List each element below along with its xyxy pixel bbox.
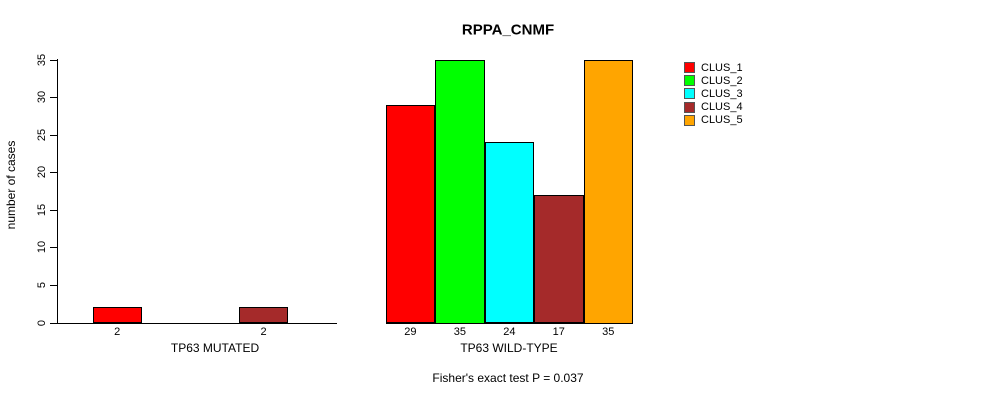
y-tick-label: 0: [36, 319, 48, 326]
bar-value-label: 29: [404, 326, 417, 338]
bar-clus_2: [435, 59, 485, 324]
legend-label-clus_2: CLUS_2: [701, 74, 743, 87]
bar-value-label: 24: [503, 326, 516, 338]
y-axis-tick: [50, 97, 57, 98]
y-tick-label: 20: [36, 166, 48, 179]
bar-value-label: 2: [260, 326, 267, 338]
y-tick-label: 5: [36, 281, 48, 288]
group-label-mutated: TP63 MUTATED: [170, 341, 260, 355]
y-axis-tick: [50, 135, 57, 136]
x-axis-baseline: [57, 323, 337, 324]
legend-swatch-clus_1: [684, 62, 695, 73]
bar-value-label: 35: [453, 326, 466, 338]
legend-swatch-clus_2: [684, 75, 695, 87]
chart-title: RPPA_CNMF: [461, 21, 555, 39]
y-axis-tick: [50, 285, 57, 286]
y-axis-tick: [50, 323, 57, 324]
legend-label-clus_5: CLUS_5: [701, 114, 743, 127]
y-tick-label: 30: [36, 90, 48, 104]
bar-clus_1: [385, 104, 436, 324]
y-axis-tick: [50, 172, 57, 173]
legend-swatch-clus_5: [684, 114, 695, 126]
bar-clus_3: [484, 142, 535, 324]
group-label-wildtype: TP63 WILD-TYPE: [460, 341, 558, 355]
y-axis-tick: [50, 60, 57, 61]
y-tick-label: 35: [36, 53, 48, 66]
legend-label-clus_4: CLUS_4: [701, 101, 743, 114]
legend-swatch-clus_3: [684, 88, 695, 100]
legend-label-clus_1: CLUS_1: [701, 61, 743, 74]
legend-swatch-clus_4: [684, 101, 695, 113]
fisher-test-annotation: Fisher's exact test P = 0.037: [432, 371, 584, 385]
y-axis-line: [57, 59, 58, 324]
y-tick-label: 15: [36, 203, 48, 216]
y-axis-tick: [50, 247, 57, 248]
y-tick-label: 10: [36, 241, 48, 254]
y-axis-tick: [50, 210, 57, 211]
bar-value-label: 2: [114, 326, 121, 338]
bar-clus_4: [239, 307, 288, 324]
x-axis-baseline: [385, 323, 633, 324]
bar-clus_5: [583, 59, 633, 324]
bar-clus_1: [92, 307, 142, 324]
y-axis-label: number of cases: [4, 140, 18, 230]
legend-label-clus_3: CLUS_3: [701, 87, 743, 100]
y-tick-label: 25: [36, 128, 48, 141]
bar-value-label: 35: [602, 326, 615, 338]
bar-clus_4: [534, 194, 584, 324]
bar-value-label: 17: [552, 326, 565, 338]
